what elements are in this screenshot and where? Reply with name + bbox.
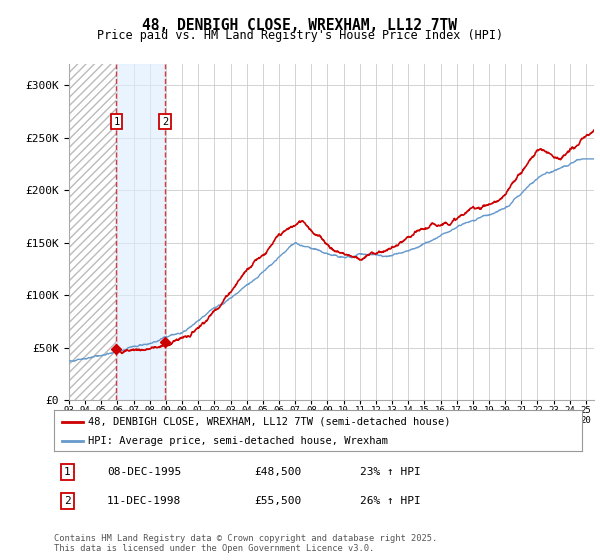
Text: £48,500: £48,500	[254, 467, 302, 477]
Text: 1: 1	[64, 467, 71, 477]
Text: 1: 1	[113, 116, 119, 127]
Text: 11-DEC-1998: 11-DEC-1998	[107, 496, 181, 506]
Bar	[69, 64, 116, 400]
Bar	[69, 64, 116, 400]
Text: 26% ↑ HPI: 26% ↑ HPI	[360, 496, 421, 506]
Text: Contains HM Land Registry data © Crown copyright and database right 2025.
This d: Contains HM Land Registry data © Crown c…	[54, 534, 437, 553]
Text: 2: 2	[64, 496, 71, 506]
Text: HPI: Average price, semi-detached house, Wrexham: HPI: Average price, semi-detached house,…	[88, 436, 388, 446]
Text: 08-DEC-1995: 08-DEC-1995	[107, 467, 181, 477]
Text: Price paid vs. HM Land Registry's House Price Index (HPI): Price paid vs. HM Land Registry's House …	[97, 29, 503, 42]
Text: 48, DENBIGH CLOSE, WREXHAM, LL12 7TW (semi-detached house): 48, DENBIGH CLOSE, WREXHAM, LL12 7TW (se…	[88, 417, 451, 427]
Text: 48, DENBIGH CLOSE, WREXHAM, LL12 7TW: 48, DENBIGH CLOSE, WREXHAM, LL12 7TW	[143, 18, 458, 33]
Text: £55,500: £55,500	[254, 496, 302, 506]
Text: 2: 2	[162, 116, 168, 127]
Bar	[116, 64, 165, 400]
Text: 23% ↑ HPI: 23% ↑ HPI	[360, 467, 421, 477]
